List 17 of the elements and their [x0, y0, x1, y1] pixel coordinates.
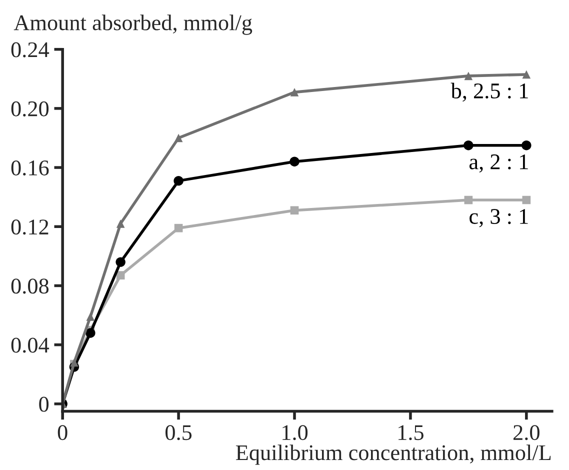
- y-tick-label: 0.12: [11, 220, 48, 235]
- series-label: c, 3 : 1: [470, 209, 528, 228]
- y-tick-label: 0.20: [11, 101, 49, 116]
- x-tick-label: 2.0: [514, 425, 540, 440]
- series-label: a, 2 : 1: [469, 154, 528, 173]
- series-label: b, 2.5 : 1: [450, 82, 528, 102]
- y-tick-label: 0.24: [11, 42, 50, 58]
- x-axis-title: Equilibrium concentration, mmol/L: [236, 444, 551, 465]
- y-tick-label: 0.16: [11, 160, 49, 176]
- x-tick-label: 0.5: [166, 425, 192, 440]
- y-tick-label: 0.04: [11, 338, 50, 353]
- x-tick-label: 0: [58, 425, 68, 440]
- x-tick-label: 1.0: [282, 425, 308, 440]
- y-axis-title: Amount absorbed, mmol/g: [14, 14, 252, 35]
- x-tick-label: 1.5: [398, 425, 424, 440]
- y-tick-label: 0.08: [11, 278, 49, 294]
- y-tick-label: 0: [39, 396, 49, 412]
